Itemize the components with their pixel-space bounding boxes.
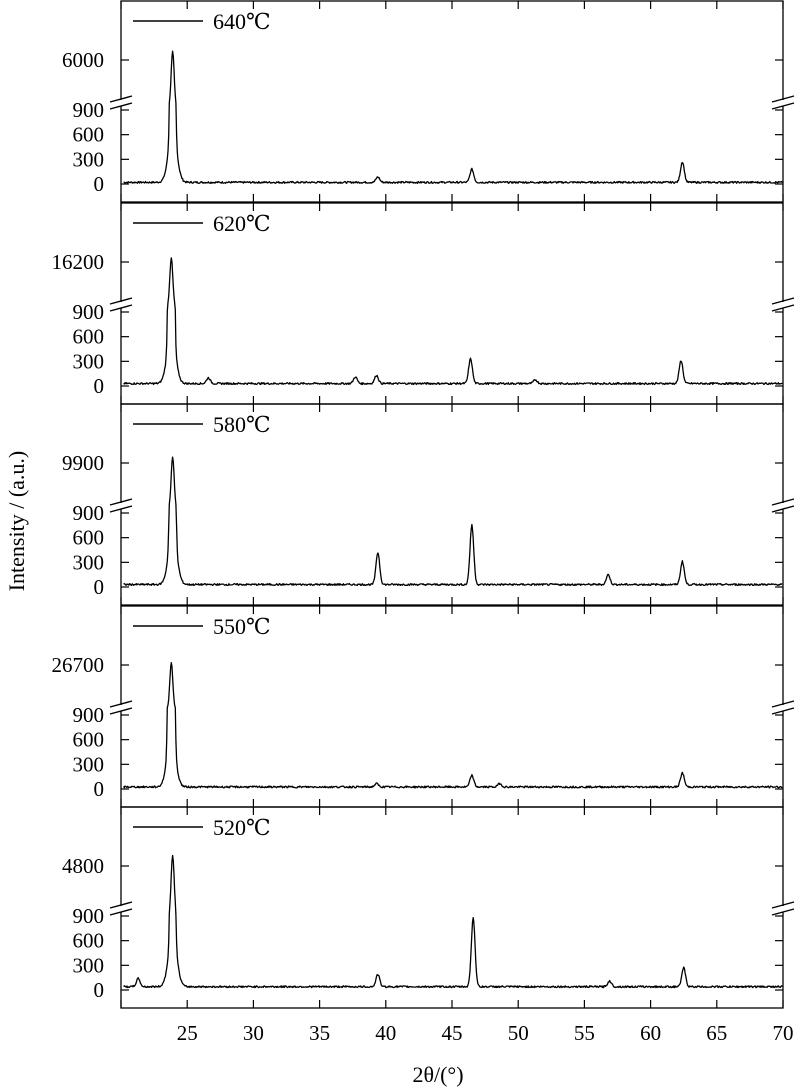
y-tick-label: 900 [73,501,105,525]
x-tick-label: 45 [442,1021,463,1045]
legend-label: 640℃ [213,9,271,34]
axis-break-mark [109,707,133,715]
axis-break-mark [771,901,795,909]
y-tick-label: 600 [73,728,105,752]
y-tick-label: 900 [73,904,105,928]
axis-break-mark [109,102,133,110]
legend-label: 620℃ [213,211,271,236]
x-tick-label: 40 [375,1021,396,1045]
axis-break-mark [771,700,795,708]
x-tick-label: 65 [706,1021,727,1045]
axis-break-gap [771,302,795,308]
legend-label: 550℃ [213,614,271,639]
y-tick-label-upper: 26700 [52,653,105,677]
axis-break-mark [109,908,133,916]
x-tick-label: 55 [574,1021,595,1045]
y-tick-label: 300 [73,953,105,977]
y-tick-label: 0 [94,374,105,398]
axis-break-mark [109,505,133,513]
axis-break-gap [109,100,133,106]
axis-break-mark [771,95,795,103]
diffraction-trace [123,661,783,789]
y-tick-label: 900 [73,703,105,727]
y-tick-label-upper: 16200 [52,250,105,274]
axis-break-mark [771,707,795,715]
axis-break-gap [109,302,133,308]
axis-break-gap [771,906,795,912]
axis-break-mark [771,505,795,513]
y-tick-label: 0 [94,777,105,801]
x-tick-label: 35 [309,1021,330,1045]
y-tick-label: 600 [73,123,105,147]
y-tick-label: 900 [73,98,105,122]
axis-break-mark [109,498,133,506]
axis-break-mark [109,304,133,312]
y-tick-label: 300 [73,349,105,373]
y-tick-label: 900 [73,300,105,324]
diffraction-trace [123,50,783,184]
axis-break-mark [771,102,795,110]
y-tick-label: 600 [73,325,105,349]
legend-label: 580℃ [213,412,271,437]
x-axis: 25 30 35 40 45 50 55 60 65 70 [177,1021,794,1045]
x-tick-label: 60 [640,1021,661,1045]
y-tick-label: 0 [94,575,105,599]
y-tick-label: 300 [73,550,105,574]
axis-break-mark [109,297,133,305]
axis-break-mark [771,304,795,312]
axis-break-gap [771,705,795,711]
axis-break-gap [109,503,133,509]
x-tick-label: 70 [773,1021,794,1045]
y-tick-label: 0 [94,172,105,196]
axis-break-mark [771,498,795,506]
y-tick-label: 0 [94,978,105,1002]
chart-panels: 03006009006000640℃030060090016200620℃030… [52,0,795,1009]
y-tick-label: 600 [73,929,105,953]
axis-break-gap [771,100,795,106]
axis-break-gap [109,705,133,711]
y-tick-label-upper: 6000 [62,48,104,72]
y-axis-title: Intensity / (a.u.) [4,451,29,592]
axis-break-mark [109,700,133,708]
axis-break-gap [771,503,795,509]
diffraction-trace [123,854,783,989]
axis-break-mark [771,297,795,305]
axis-break-gap [109,906,133,912]
y-tick-label: 300 [73,752,105,776]
y-tick-label-upper: 9900 [62,451,104,475]
legend-label: 520℃ [213,815,271,840]
x-tick-label: 25 [177,1021,198,1045]
y-tick-label: 600 [73,526,105,550]
diffraction-trace [123,456,783,587]
x-tick-label: 30 [243,1021,264,1045]
x-tick-label: 50 [508,1021,529,1045]
axis-break-mark [109,95,133,103]
x-axis-title: 2θ/(°) [412,1062,463,1087]
y-tick-label-upper: 4800 [62,854,104,878]
diffraction-trace [123,257,783,386]
axis-break-mark [109,901,133,909]
y-tick-label: 300 [73,147,105,171]
axis-break-mark [771,908,795,916]
